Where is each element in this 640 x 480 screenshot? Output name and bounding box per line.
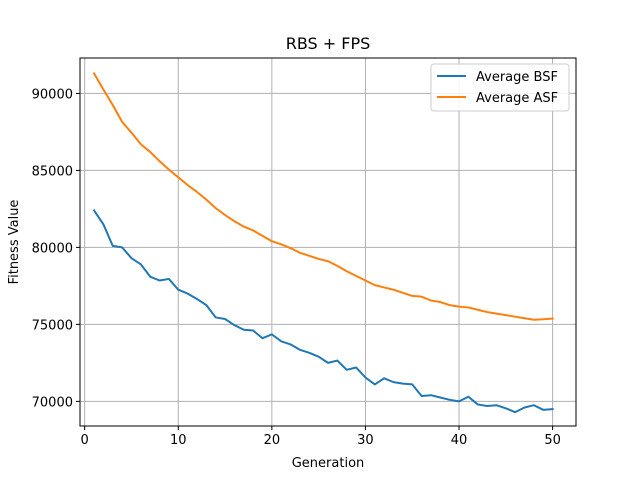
x-tick-label: 40 xyxy=(451,433,468,448)
x-tick-label: 20 xyxy=(264,433,281,448)
series-layer xyxy=(92,72,554,414)
series-line-average-asf xyxy=(92,72,554,321)
series-line-average-bsf xyxy=(92,209,554,414)
x-tick-label: 10 xyxy=(170,433,187,448)
x-axis-label: Generation xyxy=(292,456,365,471)
y-axis-label: Fitness Value xyxy=(7,200,22,285)
legend-label-bsf: Average BSF xyxy=(476,70,558,85)
x-tick-label: 50 xyxy=(544,433,561,448)
x-tick-label: 0 xyxy=(81,433,89,448)
y-tick-label: 70000 xyxy=(32,395,73,410)
chart-title: RBS + FPS xyxy=(286,34,371,53)
y-tick-label: 90000 xyxy=(32,87,73,102)
legend: Average BSF Average ASF xyxy=(430,63,570,112)
y-tick-label: 75000 xyxy=(32,318,73,333)
x-axis: 0 10 20 30 40 50 xyxy=(81,426,561,448)
plot-frame xyxy=(79,57,577,427)
x-tick-label: 30 xyxy=(357,433,374,448)
y-tick-label: 85000 xyxy=(32,164,73,179)
y-axis: 70000 75000 80000 85000 90000 xyxy=(32,87,80,410)
y-tick-label: 80000 xyxy=(32,241,73,256)
legend-label-asf: Average ASF xyxy=(476,91,558,106)
